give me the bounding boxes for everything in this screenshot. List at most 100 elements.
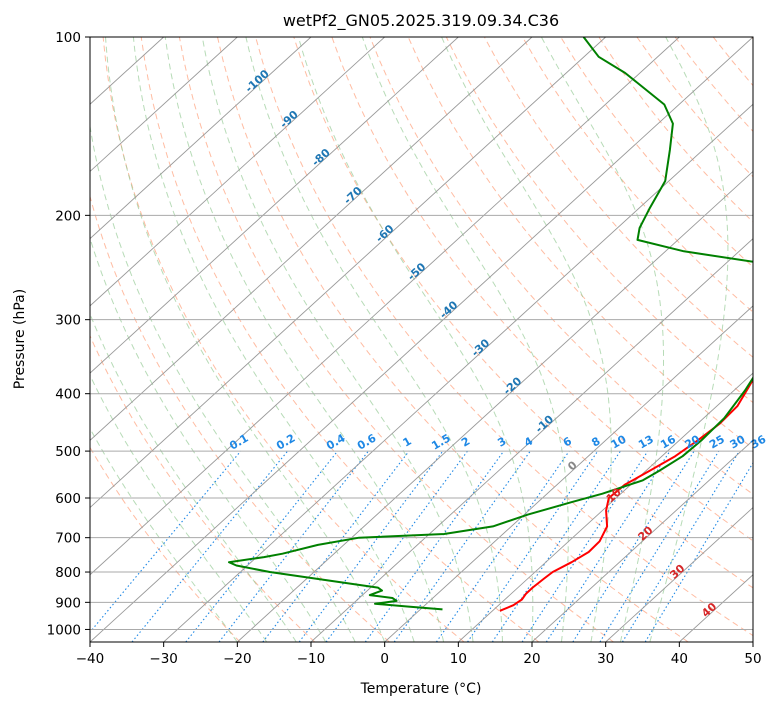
isotherm-line bbox=[458, 372, 753, 642]
isotherm-line bbox=[90, 37, 459, 374]
x-tick-label: 30 bbox=[597, 651, 614, 667]
dry-adiabat bbox=[712, 37, 753, 87]
mixing-ratio-label: 25 bbox=[707, 433, 727, 452]
dry-adiabat bbox=[293, 37, 753, 589]
y-axis: 100 200 300 400 500 600 700 800 900 1000 bbox=[47, 30, 90, 638]
y-tick-label: 800 bbox=[55, 565, 81, 581]
moist-adiabat bbox=[90, 236, 327, 642]
mixing-ratio-line bbox=[185, 450, 339, 642]
mixing-ratio-label: 36 bbox=[748, 432, 768, 451]
isotherm-label: -50 bbox=[405, 260, 429, 283]
mixing-ratio-line bbox=[621, 450, 740, 642]
x-tick-label: −10 bbox=[297, 651, 326, 667]
dry-adiabat bbox=[522, 37, 753, 313]
isotherm-line bbox=[90, 37, 238, 173]
dewpoint-profile bbox=[228, 37, 753, 611]
chart-title: wetPf2_GN05.2025.319.09.34.C36 bbox=[283, 11, 559, 31]
mixing-ratio-label: 1.5 bbox=[429, 432, 452, 453]
dry-adiabat bbox=[217, 37, 689, 642]
isotherm-label: -30 bbox=[469, 336, 493, 359]
mixing-ratio-line bbox=[599, 450, 720, 642]
y-tick-label: 300 bbox=[55, 313, 81, 329]
dry-adiabat bbox=[90, 446, 241, 642]
dry-adiabat bbox=[445, 37, 753, 404]
isotherm-line bbox=[90, 37, 533, 441]
isotherm-label: -10 bbox=[533, 412, 557, 435]
x-axis: −40 −30 −20 −10 0 10 20 30 40 50 bbox=[76, 642, 762, 667]
dry-adiabat bbox=[483, 37, 753, 358]
isotherm-line bbox=[90, 37, 753, 642]
mixing-ratio-line bbox=[572, 450, 695, 642]
moist-adiabat bbox=[297, 37, 534, 642]
dry-adiabat bbox=[178, 37, 614, 642]
moist-adiabat bbox=[441, 37, 612, 642]
x-axis-label: Temperature (°C) bbox=[360, 681, 482, 697]
mixing-ratio-label: 0.2 bbox=[274, 432, 297, 453]
dry-adiabat bbox=[90, 334, 316, 642]
y-tick-label: 400 bbox=[55, 387, 81, 403]
y-tick-label: 200 bbox=[55, 208, 81, 224]
isotherm-line bbox=[90, 37, 680, 576]
mixing-ratio-label: 0.1 bbox=[227, 432, 250, 453]
mixing-ratio-label: 30 bbox=[728, 432, 748, 451]
mixing-ratio-line bbox=[325, 450, 468, 642]
dry-adiabat bbox=[90, 194, 390, 642]
x-tick-label: 40 bbox=[671, 651, 688, 667]
mixing-ratio-label: 2 bbox=[459, 435, 472, 450]
isotherm-line bbox=[237, 170, 753, 642]
isotherm-label: -60 bbox=[373, 222, 397, 245]
mixing-ratio-label: 16 bbox=[658, 432, 678, 451]
y-tick-label: 600 bbox=[55, 491, 81, 507]
dry-adiabat bbox=[674, 37, 753, 133]
mixing-ratio-label: 13 bbox=[636, 433, 656, 452]
mixing-ratio-line bbox=[218, 450, 369, 642]
skewt-labels: -100-90-80-70-60-50-40-30-20-10010203040… bbox=[227, 67, 768, 620]
isotherm-line bbox=[90, 37, 312, 240]
moist-adiabat bbox=[105, 37, 386, 642]
moist-adiabat bbox=[245, 37, 503, 642]
isotherm-line bbox=[310, 238, 753, 642]
x-tick-label: −40 bbox=[76, 651, 105, 667]
isotherm-label: -100 bbox=[243, 67, 272, 95]
isotherm-label: -40 bbox=[437, 298, 461, 321]
y-tick-label: 700 bbox=[55, 531, 81, 547]
x-tick-label: 0 bbox=[380, 651, 389, 667]
isotherm-line bbox=[90, 37, 606, 509]
dry-adiabat bbox=[750, 37, 753, 40]
isotherm-label: -70 bbox=[341, 184, 365, 207]
moist-adiabat bbox=[90, 374, 268, 642]
mixing-ratio-label: 6 bbox=[561, 434, 574, 449]
x-tick-label: −20 bbox=[223, 651, 252, 667]
x-tick-label: 10 bbox=[450, 651, 467, 667]
mixing-ratio-line bbox=[491, 450, 621, 642]
mixing-ratio-label: 1 bbox=[401, 435, 414, 450]
x-tick-label: −30 bbox=[149, 651, 178, 667]
isotherm-line bbox=[752, 641, 753, 642]
y-axis-label: Pressure (hPa) bbox=[12, 289, 28, 389]
mixing-ratio-label: 0.4 bbox=[324, 431, 348, 452]
isotherm-label: -80 bbox=[309, 146, 333, 169]
isotherm-label: 20 bbox=[636, 523, 656, 543]
dry-adiabat bbox=[407, 37, 753, 449]
mixing-ratio-line bbox=[435, 450, 570, 642]
isotherm-line bbox=[384, 305, 753, 642]
moist-adiabat bbox=[201, 37, 474, 642]
dry-adiabat bbox=[331, 37, 753, 542]
x-tick-label: 50 bbox=[744, 651, 761, 667]
x-tick-label: 20 bbox=[523, 651, 540, 667]
dry-adiabat bbox=[369, 37, 753, 495]
dry-adiabat bbox=[140, 37, 540, 642]
isotherm-line bbox=[531, 439, 753, 642]
moist-adiabat bbox=[361, 37, 569, 642]
mixing-ratio-line bbox=[467, 450, 599, 642]
dry-adiabat bbox=[636, 37, 753, 178]
moist-adiabat bbox=[90, 312, 297, 642]
mixing-ratio-line bbox=[393, 450, 531, 642]
moist-adiabat bbox=[540, 37, 664, 642]
mixing-ratio-line bbox=[131, 450, 289, 642]
background-lines bbox=[90, 37, 753, 642]
isotherm-label: 40 bbox=[699, 600, 719, 620]
moist-adiabat bbox=[164, 37, 445, 642]
isotherm-line bbox=[163, 103, 753, 642]
isotherm-line bbox=[90, 37, 385, 307]
